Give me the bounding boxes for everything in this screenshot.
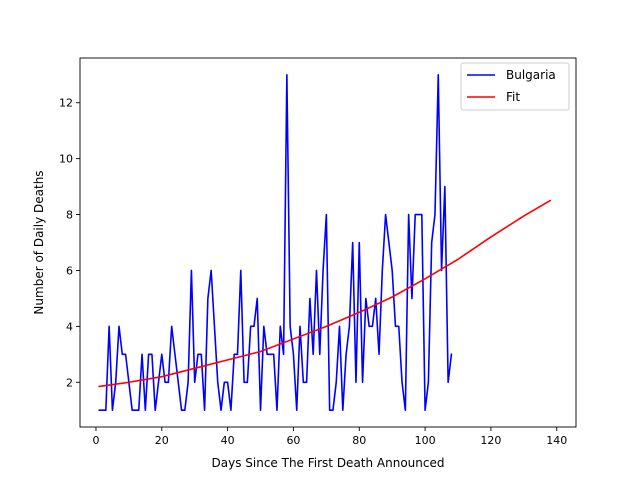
x-tick-label: 20 [155, 434, 169, 447]
x-tick-label: 0 [92, 434, 99, 447]
x-tick-label: 140 [546, 434, 567, 447]
y-tick-label: 6 [66, 264, 73, 277]
y-tick-label: 10 [59, 153, 73, 166]
x-tick-label: 100 [415, 434, 436, 447]
y-tick-label: 2 [66, 376, 73, 389]
y-tick-label: 12 [59, 97, 73, 110]
axes: 0 20 40 60 80 100 120 140 2 4 6 8 10 12 [59, 57, 577, 447]
y-tick-label: 4 [66, 320, 73, 333]
legend: Bulgaria Fit [460, 62, 570, 111]
legend-label-fit: Fit [506, 90, 520, 104]
y-tick-label: 8 [66, 209, 73, 222]
x-tick-label: 120 [480, 434, 501, 447]
x-tick-label: 60 [286, 434, 300, 447]
x-tick-label: 40 [221, 434, 235, 447]
series-line-bulgaria [98, 73, 453, 412]
plot-area [98, 73, 552, 412]
series-line-fit [98, 199, 552, 388]
axes-frame [79, 57, 577, 428]
legend-label-bulgaria: Bulgaria [506, 68, 556, 82]
y-axis-label: Number of Daily Deaths [32, 170, 46, 314]
x-tick-label: 80 [352, 434, 366, 447]
x-axis-label: Days Since The First Death Announced [212, 456, 445, 470]
